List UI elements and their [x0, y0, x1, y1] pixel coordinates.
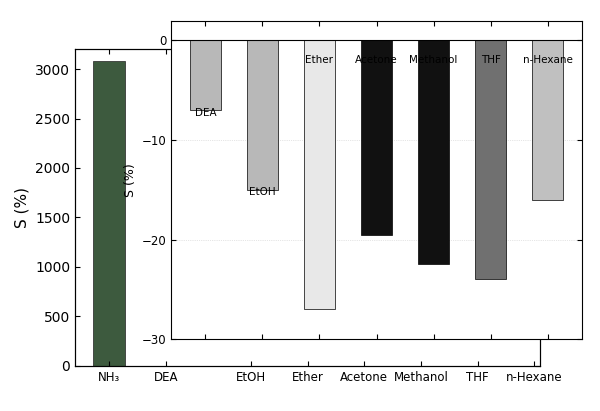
- Bar: [532, 40, 563, 200]
- Text: THF: THF: [481, 55, 500, 65]
- Text: n-Hexane: n-Hexane: [523, 55, 572, 65]
- Text: Ether: Ether: [305, 55, 334, 65]
- Bar: [247, 40, 278, 190]
- Text: Acetone: Acetone: [355, 55, 398, 65]
- Y-axis label: S (%): S (%): [14, 187, 29, 228]
- Bar: [94, 61, 125, 366]
- Bar: [418, 40, 449, 264]
- Bar: [304, 40, 335, 309]
- Y-axis label: S (%): S (%): [124, 163, 137, 197]
- Text: EtOH: EtOH: [249, 187, 276, 197]
- Text: Methanol: Methanol: [409, 55, 458, 65]
- Bar: [361, 40, 392, 235]
- Bar: [190, 40, 221, 110]
- Text: DEA: DEA: [194, 108, 216, 118]
- Bar: [475, 40, 506, 279]
